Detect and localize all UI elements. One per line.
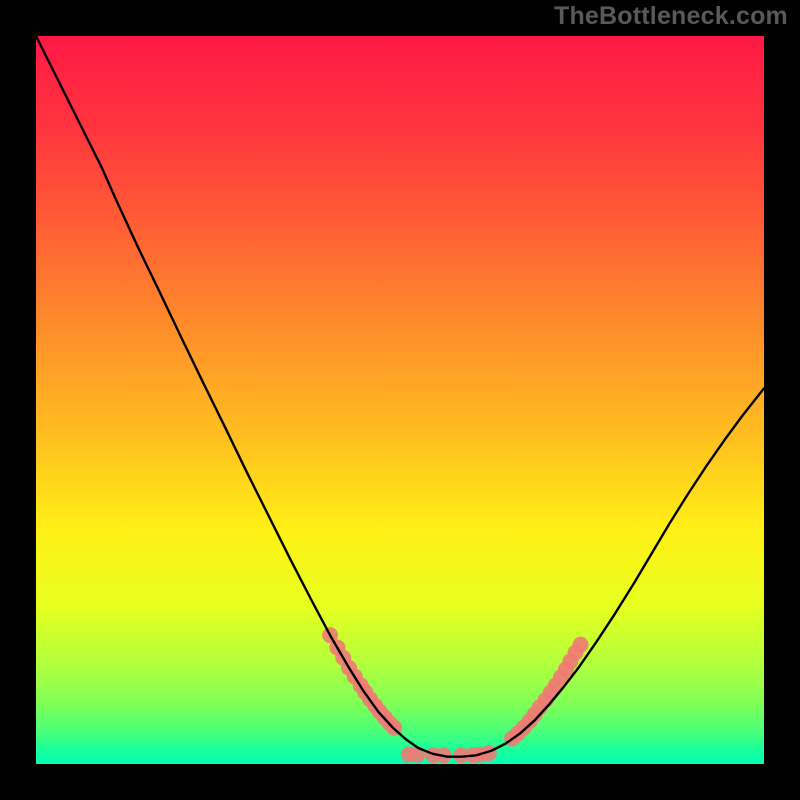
- bottleneck-chart: [36, 36, 764, 764]
- watermark-text: TheBottleneck.com: [554, 2, 788, 31]
- chart-background: [36, 36, 764, 764]
